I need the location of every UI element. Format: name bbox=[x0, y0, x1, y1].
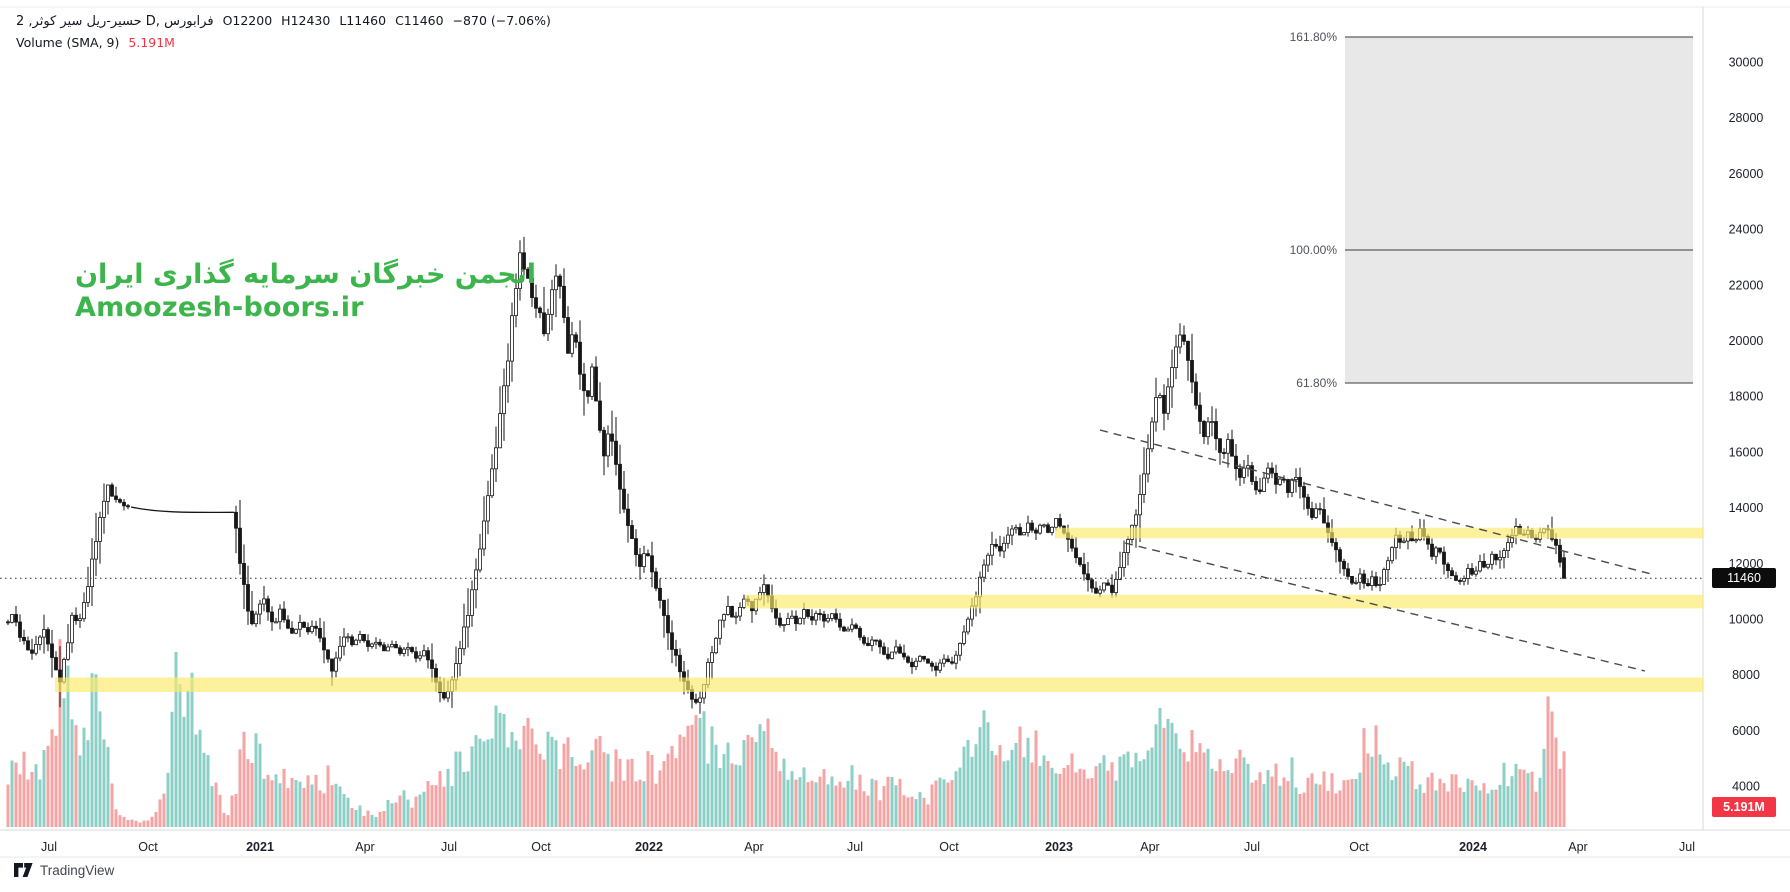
time-axis-label: Apr bbox=[1568, 840, 1587, 854]
support-band bbox=[745, 594, 1703, 609]
tradingview-brand-text[interactable]: TradingView bbox=[40, 862, 115, 878]
price-axis-label: 10000 bbox=[1729, 613, 1764, 627]
watermark-line-site: Amoozesh-boors.ir bbox=[75, 292, 364, 323]
time-axis-label: Jul bbox=[1679, 840, 1695, 854]
volume-layer bbox=[6, 639, 1566, 827]
price-axis-label: 18000 bbox=[1729, 390, 1764, 404]
tradingview-footer: TradingView bbox=[14, 862, 114, 878]
time-axis-label: Apr bbox=[744, 840, 763, 854]
quote-close: C11460 bbox=[395, 13, 444, 28]
time-axis-label: Oct bbox=[138, 840, 158, 854]
quote-open: O12200 bbox=[222, 13, 273, 28]
price-axis-label: 6000 bbox=[1732, 724, 1760, 738]
support-band bbox=[55, 677, 1703, 692]
channel-watermark: انجمن خبرگان سرمایه گذاری ایران Amoozesh… bbox=[75, 258, 536, 324]
price-axis-label: 20000 bbox=[1729, 334, 1764, 348]
time-axis-label: Oct bbox=[1349, 840, 1369, 854]
price-axis-label: 12000 bbox=[1729, 557, 1764, 571]
quote-high: H12430 bbox=[281, 13, 331, 28]
time-axis-label: 2022 bbox=[635, 840, 663, 854]
time-axis-label: 2021 bbox=[246, 840, 274, 854]
tradingview-logo-icon[interactable] bbox=[14, 862, 33, 878]
support-band bbox=[1055, 527, 1703, 539]
symbol-legend-row[interactable]: حسیر-ریل سیر کوثر, 2 D, فرابورس O12200 H… bbox=[16, 10, 551, 32]
trendline-channel[interactable] bbox=[1099, 429, 1656, 672]
fib-retracement[interactable]: 161.80% 100.00% 61.80% bbox=[1290, 30, 1693, 390]
quote-low: L11460 bbox=[339, 13, 387, 28]
candlestick-layer bbox=[6, 236, 1566, 714]
time-axis-label: Apr bbox=[1140, 840, 1159, 854]
watermark-line-persian: انجمن خبرگان سرمایه گذاری ایران bbox=[75, 259, 537, 290]
time-axis[interactable]: Jul Oct 2021 Apr Jul Oct 2022 Apr Jul Oct 2023 Apr J… bbox=[41, 840, 1695, 854]
fib-level-label: 100.00% bbox=[1290, 243, 1338, 257]
price-axis-label: 24000 bbox=[1729, 223, 1764, 237]
price-axis-label: 14000 bbox=[1729, 501, 1764, 515]
price-axis-label: 16000 bbox=[1729, 445, 1764, 459]
volume-indicator-value: 5.191M bbox=[128, 35, 175, 50]
price-axis[interactable]: 30000 28000 26000 24000 22000 20000 18000 16000… bbox=[1729, 56, 1764, 794]
trendline bbox=[1099, 429, 1656, 576]
chart-borders bbox=[0, 6, 1790, 858]
symbol-title[interactable]: حسیر-ریل سیر کوثر, 2 D, فرابورس bbox=[16, 14, 214, 29]
trendline bbox=[1124, 542, 1646, 672]
price-axis-label: 28000 bbox=[1729, 111, 1764, 125]
fib-level-label: 161.80% bbox=[1290, 30, 1338, 44]
time-axis-label: 2024 bbox=[1459, 840, 1487, 854]
time-axis-label: Jul bbox=[41, 840, 57, 854]
support-resistance-bands[interactable] bbox=[55, 527, 1703, 692]
volume-indicator-label[interactable]: Volume (SMA, 9) bbox=[16, 35, 120, 50]
time-axis-label: Oct bbox=[531, 840, 551, 854]
time-axis-label: Jul bbox=[1244, 840, 1260, 854]
quote-change: −870 (−7.06%) bbox=[452, 13, 551, 28]
time-axis-label: 2023 bbox=[1045, 840, 1073, 854]
fib-level-label: 61.80% bbox=[1296, 376, 1337, 390]
volume-value-badge: 5.191M bbox=[1712, 797, 1776, 817]
price-axis-label: 22000 bbox=[1729, 278, 1764, 292]
volume-indicator-row[interactable]: Volume (SMA, 9) 5.191M bbox=[16, 32, 551, 53]
time-axis-label: Jul bbox=[441, 840, 457, 854]
price-axis-label: 30000 bbox=[1729, 56, 1764, 70]
chart-legend: حسیر-ریل سیر کوثر, 2 D, فرابورس O12200 H… bbox=[16, 10, 551, 53]
time-axis-label: Jul bbox=[847, 840, 863, 854]
last-price-badge: 11460 bbox=[1712, 568, 1776, 588]
flat-price-segment bbox=[130, 506, 235, 514]
price-axis-label: 4000 bbox=[1732, 780, 1760, 794]
price-axis-label: 8000 bbox=[1732, 668, 1760, 682]
time-axis-label: Oct bbox=[939, 840, 959, 854]
time-axis-label: Apr bbox=[355, 840, 374, 854]
price-axis-label: 26000 bbox=[1729, 167, 1764, 181]
